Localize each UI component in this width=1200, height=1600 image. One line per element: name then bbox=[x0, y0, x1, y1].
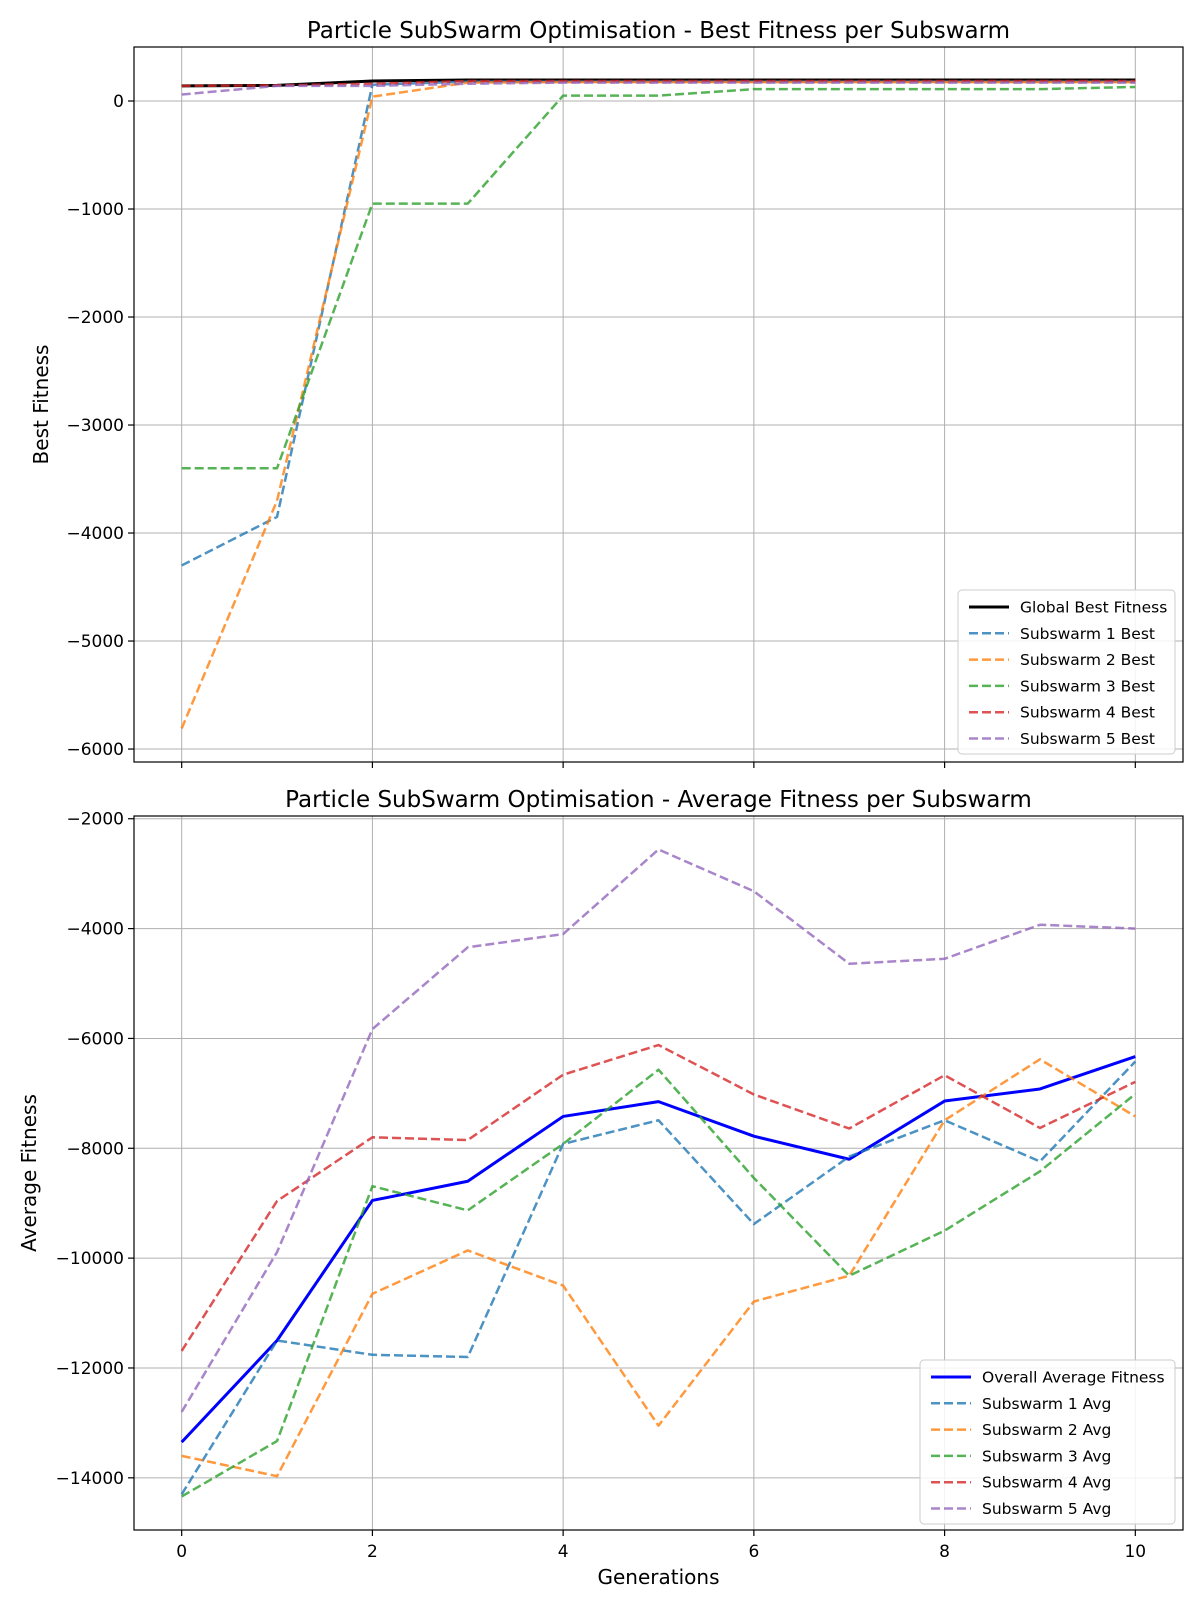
legend-label-6: Subswarm 5 Best bbox=[1020, 730, 1155, 748]
series-line-4 bbox=[181, 85, 1136, 470]
x-tick-label: 4 bbox=[558, 1542, 569, 1562]
legend-label-2: Subswarm 1 Best bbox=[1020, 625, 1155, 643]
series-line-1 bbox=[180, 1055, 1136, 1444]
legend-label-6: Subswarm 5 Avg bbox=[982, 1500, 1111, 1518]
legend-label-3: Subswarm 2 Avg bbox=[982, 1421, 1111, 1439]
y-tick-label: −4000 bbox=[66, 920, 124, 940]
y-tick-label: −6000 bbox=[66, 740, 124, 760]
legend-label-1: Global Best Fitness bbox=[1020, 599, 1167, 617]
y-tick-label: −14000 bbox=[56, 1469, 124, 1489]
x-tick-label: 2 bbox=[367, 1542, 378, 1562]
legend-label-2: Subswarm 1 Avg bbox=[982, 1395, 1111, 1413]
chart-title: Particle SubSwarm Optimisation - Average… bbox=[285, 787, 1032, 813]
series-line-6 bbox=[181, 81, 1136, 96]
series-line-2 bbox=[181, 80, 1136, 567]
x-tick-label: 6 bbox=[748, 1542, 759, 1562]
y-tick-label: −10000 bbox=[56, 1249, 124, 1269]
series-line-5 bbox=[181, 79, 1136, 88]
y-axis-label: Average Fitness bbox=[17, 1094, 41, 1252]
legend-label-5: Subswarm 4 Best bbox=[1020, 704, 1155, 722]
series-line-5 bbox=[180, 1043, 1136, 1352]
legend: Global Best Fitness Subswarm 1 Best Subswa… bbox=[957, 589, 1176, 755]
series-line-4 bbox=[181, 1068, 1137, 1498]
y-tick-label: −2000 bbox=[66, 308, 124, 328]
y-tick-label: −12000 bbox=[56, 1359, 124, 1379]
legend-label-5: Subswarm 4 Avg bbox=[982, 1474, 1111, 1492]
average-fitness-chart: 0 2 4 6 8 10 −2000 −4000 −6000 −8000 −10000 −12000 −… bbox=[17, 787, 1184, 1589]
legend-box bbox=[957, 589, 1176, 755]
series-line-6 bbox=[180, 848, 1136, 1413]
plot-frame bbox=[133, 815, 1184, 1531]
y-tick-label: −1000 bbox=[66, 200, 124, 220]
y-tick-label: −8000 bbox=[66, 1139, 124, 1159]
y-tick-label: −5000 bbox=[66, 632, 124, 652]
x-axis-label: Generations bbox=[598, 1565, 720, 1589]
plot-frame bbox=[133, 46, 1184, 763]
legend: Overall Average Fitness Subswarm 1 Avg Sub… bbox=[919, 1359, 1176, 1525]
series-line-2 bbox=[180, 1060, 1137, 1495]
series-line-3 bbox=[181, 1058, 1136, 1478]
y-tick-label: −3000 bbox=[66, 416, 124, 436]
y-tick-label: −2000 bbox=[66, 810, 124, 830]
legend-label-3: Subswarm 2 Best bbox=[1020, 651, 1155, 669]
legend-label-4: Subswarm 3 Avg bbox=[982, 1447, 1111, 1465]
y-axis-label: Best Fitness bbox=[29, 345, 53, 465]
y-tick-label: −6000 bbox=[66, 1029, 124, 1049]
y-tick-label: −4000 bbox=[66, 524, 124, 544]
best-fitness-chart: 0 −1000 −2000 −3000 −4000 −5000 −6000 Particle … bbox=[29, 18, 1184, 768]
x-tick-label: 10 bbox=[1124, 1542, 1146, 1562]
chart-title: Particle SubSwarm Optimisation - Best Fi… bbox=[307, 18, 1010, 44]
legend-label-4: Subswarm 3 Best bbox=[1020, 677, 1155, 695]
x-tick-label: 8 bbox=[939, 1542, 950, 1562]
legend-label-1: Overall Average Fitness bbox=[982, 1369, 1165, 1387]
legend-box bbox=[919, 1359, 1176, 1525]
x-tick-label: 0 bbox=[176, 1542, 187, 1562]
y-tick-label: 0 bbox=[113, 92, 124, 112]
